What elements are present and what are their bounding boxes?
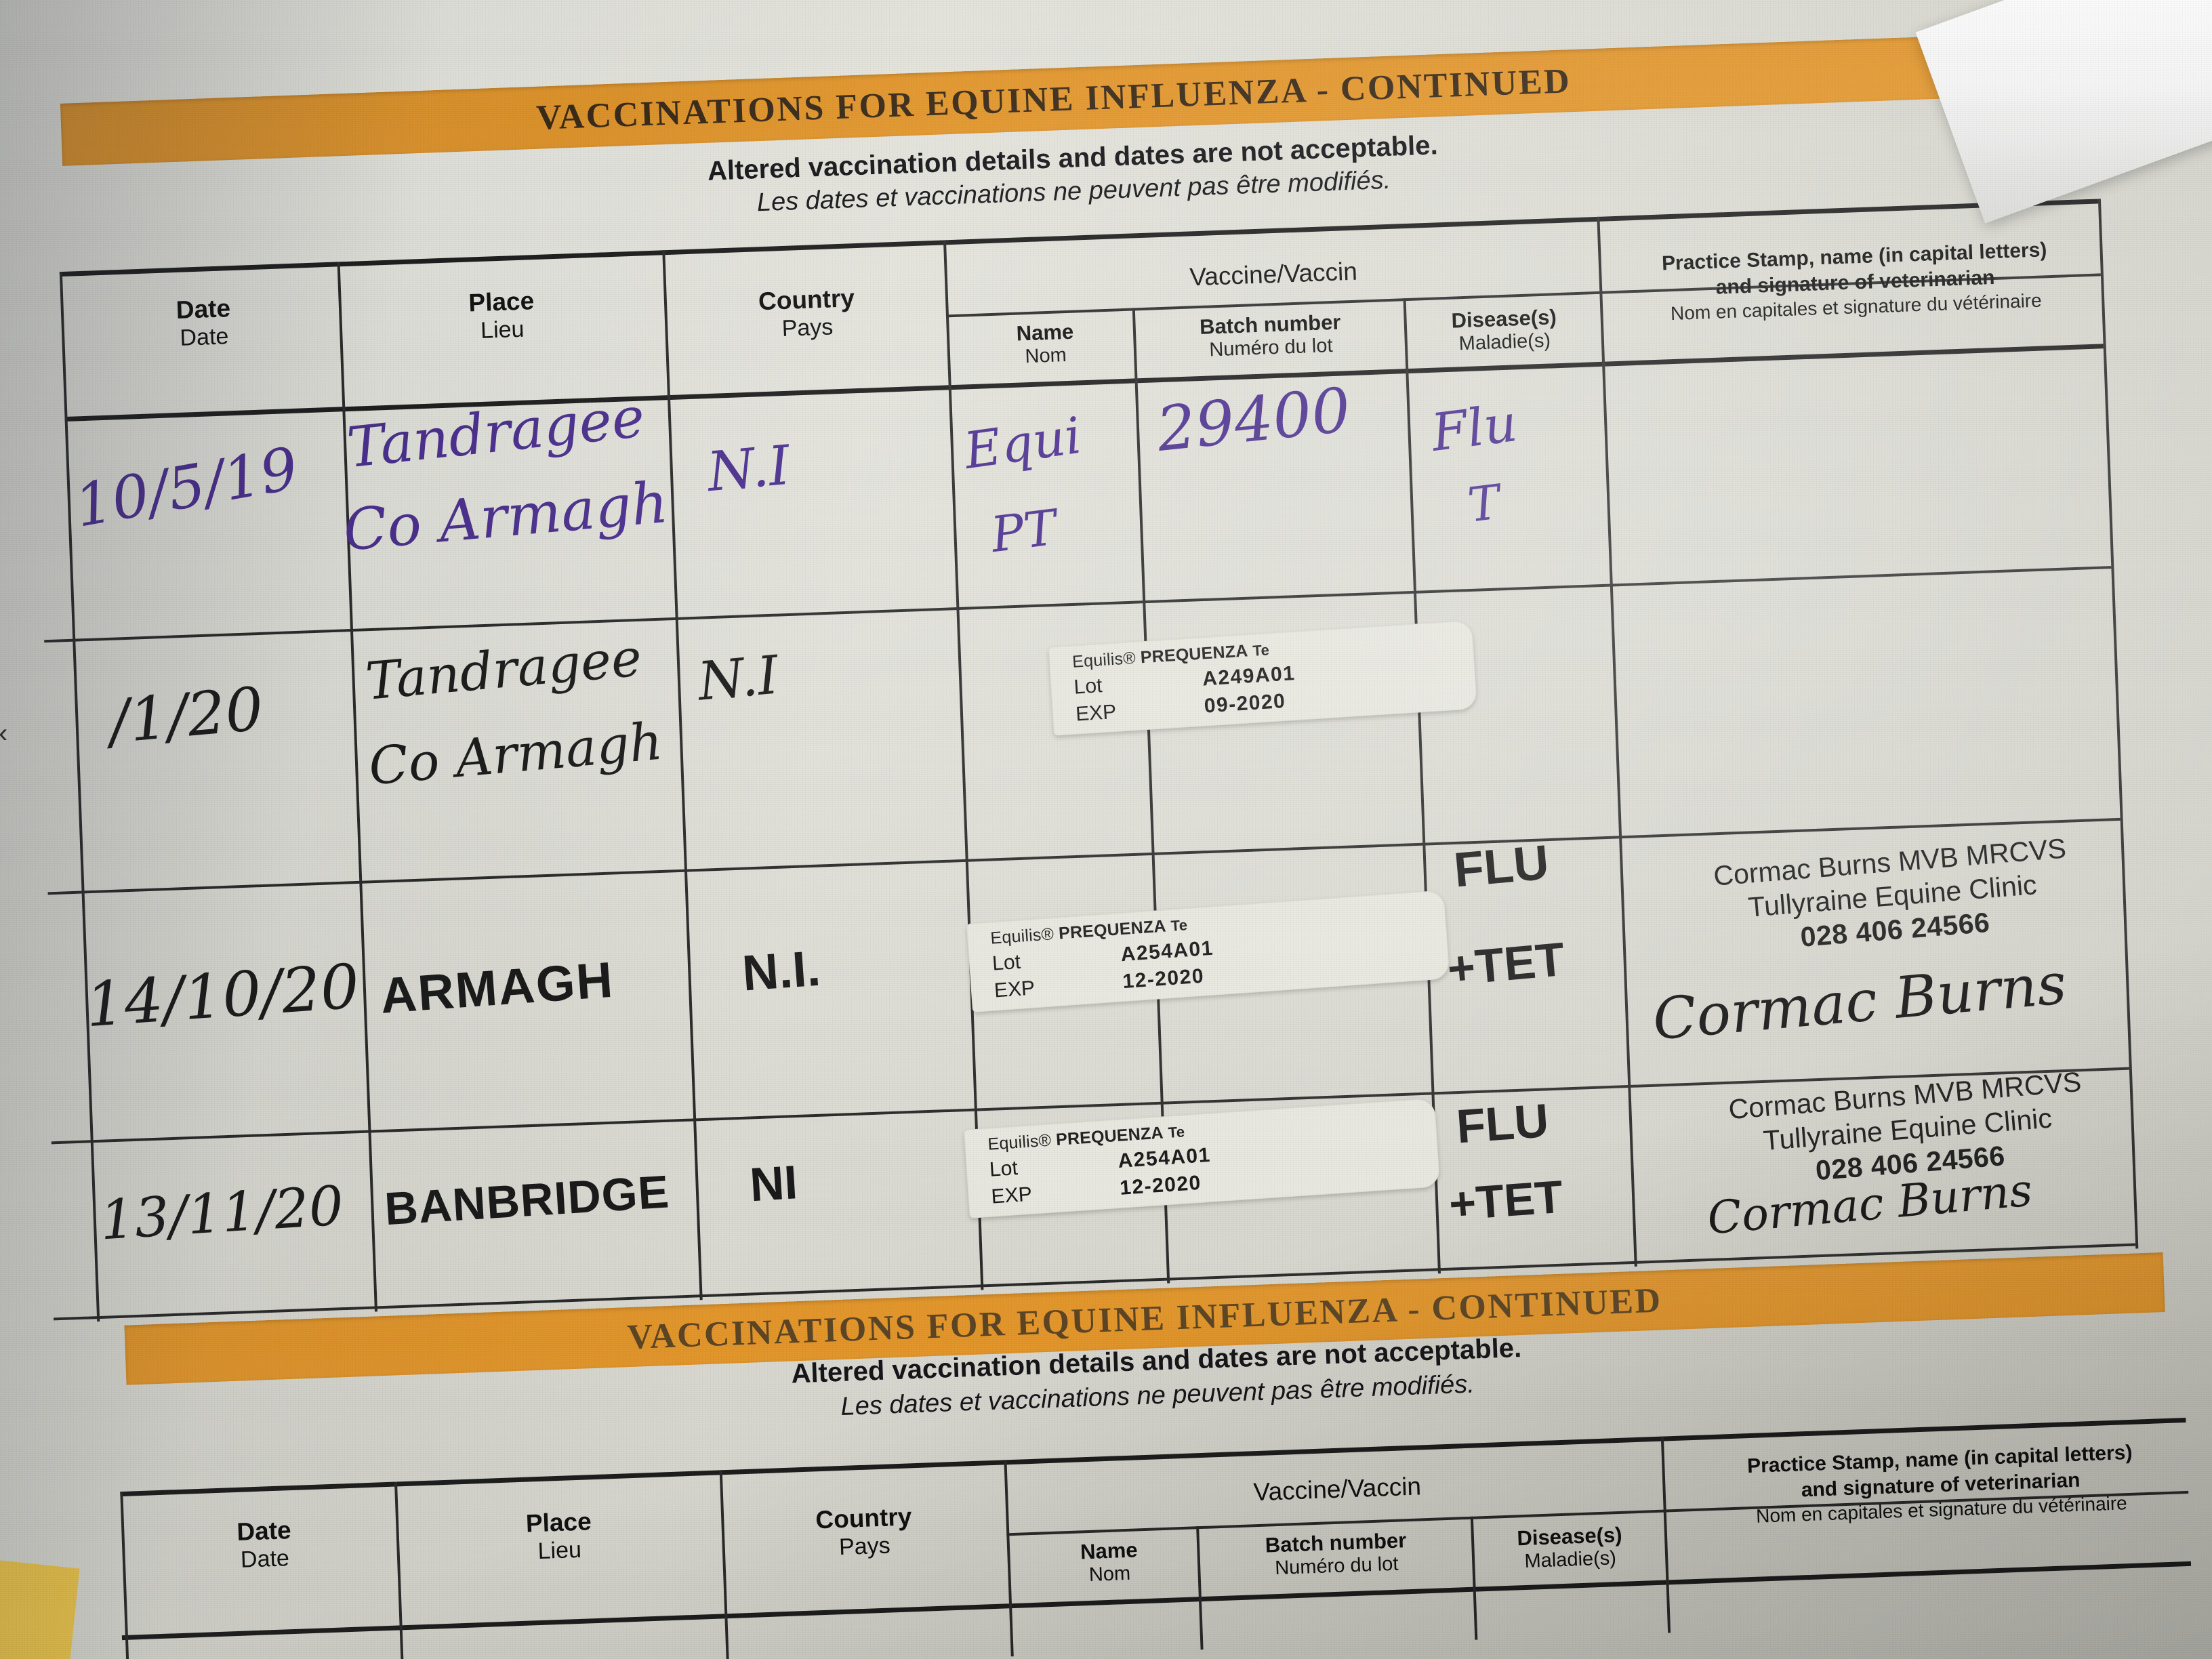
- row2-date: /1/20: [106, 674, 266, 757]
- table2-col-date-place: [394, 1481, 405, 1659]
- row3-disease-line2: +TET: [1445, 932, 1567, 996]
- header-name: Name Nom: [1016, 319, 1074, 367]
- row3-date: 14/10/20: [83, 951, 362, 1042]
- row4-disease-line2: +TET: [1447, 1170, 1565, 1231]
- table2-header-date: Date Date: [236, 1516, 292, 1573]
- header-practice-stamp: Practice Stamp, name (in capital letters…: [1661, 239, 2047, 325]
- table-col-disease-stamp: [1597, 216, 1637, 1267]
- header-disease: Disease(s) Maladie(s): [1451, 305, 1557, 354]
- row3-vaccine-sticker: Equilis® PREQUENZA Te Lot A254A01 EXP 12…: [966, 890, 1450, 1012]
- table2-col-disease-stamp: [1660, 1436, 1671, 1633]
- header-batch-number: Batch number Numéro du lot: [1199, 310, 1341, 361]
- row3-place-line1: ARMAGH: [378, 951, 616, 1024]
- row1-vaccine-name-line1: Equi: [960, 406, 1085, 481]
- row1-place-line1: Tandragee: [344, 385, 648, 481]
- row4-date: 13/11/20: [98, 1174, 346, 1252]
- table2-col-place-country: [719, 1470, 730, 1659]
- row3-disease-line1: FLU: [1452, 835, 1551, 898]
- header-vaccine-group: Vaccine/Vaccin: [1189, 257, 1358, 291]
- row1-place-line2: Co Armagh: [340, 468, 671, 564]
- row4-vaccine-sticker: Equilis® PREQUENZA Te Lot A254A01 EXP 12…: [964, 1098, 1441, 1218]
- table2-header-practice-stamp: Practice Stamp, name (in capital letters…: [1746, 1441, 2133, 1527]
- row4-place-line1: BANBRIDGE: [383, 1166, 672, 1235]
- row3-country: N.I.: [740, 939, 823, 1002]
- table2-header-disease: Disease(s) Maladie(s): [1516, 1522, 1623, 1572]
- table2-col-name-batch: [1196, 1526, 1204, 1650]
- table2-header-batch-number: Batch number Numéro du lot: [1265, 1528, 1407, 1579]
- row1-disease-line1: Flu: [1428, 392, 1521, 463]
- row2-place-line2: Co Armagh: [366, 710, 665, 797]
- header-country: Country Pays: [758, 284, 855, 342]
- table2-header-place: Place Lieu: [525, 1507, 592, 1564]
- row1-vaccine-name-line2: PT: [987, 498, 1060, 564]
- row3-vet-stamp: Cormac Burns MVB MRCVS Tullyraine Equine…: [1673, 828, 2113, 964]
- row4-disease-line1: FLU: [1454, 1094, 1551, 1153]
- row2-place-line1: Tandragee: [363, 627, 644, 712]
- header-place: Place Lieu: [468, 287, 535, 344]
- table2-header-country: Country Pays: [815, 1502, 912, 1560]
- table-rule-row1: [44, 566, 2112, 643]
- table2-col-left: [120, 1491, 130, 1659]
- yellow-paper-corner: [0, 1560, 80, 1659]
- row3-vet-signature: Cormac Burns: [1650, 950, 2069, 1053]
- row2-country: N.I: [695, 644, 781, 713]
- header-date: Date Date: [176, 294, 231, 351]
- table2-col-batch-disease: [1470, 1516, 1478, 1640]
- row4-country: NI: [748, 1155, 799, 1212]
- page-edge-mark: ‹: [0, 718, 7, 749]
- row2-vaccine-sticker: Equilis® PREQUENZA Te Lot A249A01 EXP 09…: [1048, 620, 1477, 736]
- row1-date: 10/5/19: [70, 434, 304, 541]
- table2-header-vaccine-group: Vaccine/Vaccin: [1252, 1472, 1422, 1507]
- table-col-left: [59, 271, 100, 1322]
- row1-disease-line2: T: [1465, 474, 1503, 533]
- table2-header-name: Name Nom: [1080, 1538, 1139, 1586]
- table2-col-country-vaccine: [1004, 1460, 1014, 1657]
- table-col-place-country: [662, 250, 703, 1300]
- row1-country: N.I: [704, 433, 793, 504]
- row1-batch: 29400: [1153, 374, 1354, 466]
